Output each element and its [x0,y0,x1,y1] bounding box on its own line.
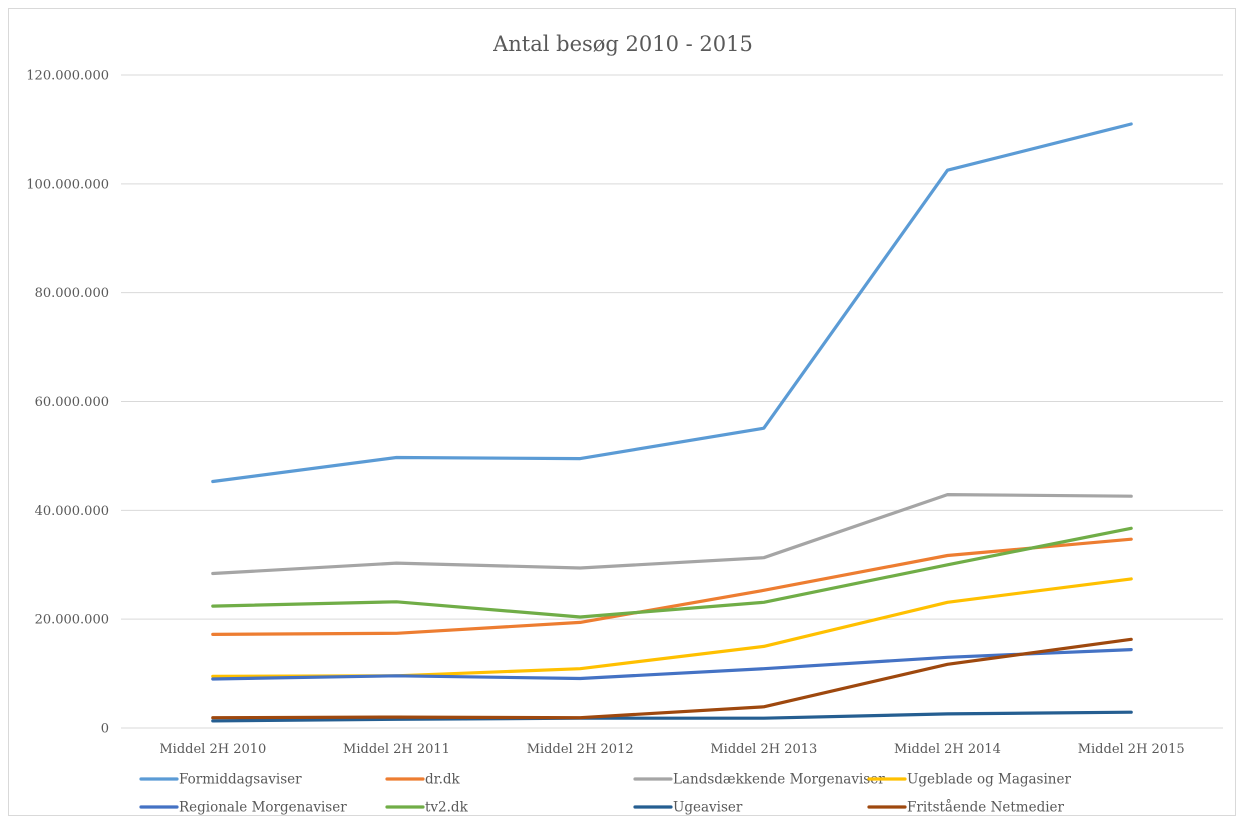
legend-label: Fritstående Netmedier [907,800,1065,816]
series-line [211,493,1133,576]
chart-title: Antal besøg 2010 - 2015 [492,32,753,56]
series-line [211,526,1133,619]
legend-label: Regionale Morgenaviser [179,800,347,816]
legend-label: Ugeblade og Magasiner [907,772,1071,788]
series-line [211,710,1133,723]
y-tick-label: 20.000.000 [35,613,109,628]
legend-label: Landsdækkende Morgenaviser [673,772,885,788]
y-axis-ticks: 0 20.000.000 40.000.000 60.000.000 80.000.00… [26,69,109,737]
legend-label: dr.dk [425,772,461,788]
x-tick-label: Middel 2H 2013 [710,742,817,757]
y-tick-label: 0 [101,722,109,737]
y-tick-label: 100.000.000 [26,177,109,192]
gridlines [121,74,1223,729]
y-tick-label: 60.000.000 [35,395,109,410]
x-tick-label: Middel 2H 2012 [527,742,634,757]
line-chart: Antal besøg 2010 - 2015 0 20.000.000 40.00… [26,32,1223,816]
x-tick-label: Middel 2H 2015 [1078,742,1185,757]
x-tick-label: Middel 2H 2014 [894,742,1001,757]
legend-label: Ugeaviser [673,800,743,816]
series-line [211,577,1133,678]
series-line [211,647,1133,681]
series-line [211,122,1133,484]
legend-label: Formiddagsaviser [179,772,302,788]
y-tick-label: 80.000.000 [35,286,109,301]
x-axis-ticks: Middel 2H 2010 Middel 2H 2011 Middel 2H 20… [159,742,1184,757]
x-tick-label: Middel 2H 2011 [343,742,450,757]
y-tick-label: 120.000.000 [26,69,109,84]
series-line [211,637,1133,720]
chart-frame: Antal besøg 2010 - 2015 0 20.000.000 40.00… [8,8,1236,816]
series-lines [211,122,1133,723]
x-tick-label: Middel 2H 2010 [159,742,266,757]
legend-label: tv2.dk [425,800,469,816]
series-line [211,537,1133,637]
legend: Formiddagsaviser dr.dk Landsdækkende Morge… [139,772,1071,816]
y-tick-label: 40.000.000 [35,504,109,519]
